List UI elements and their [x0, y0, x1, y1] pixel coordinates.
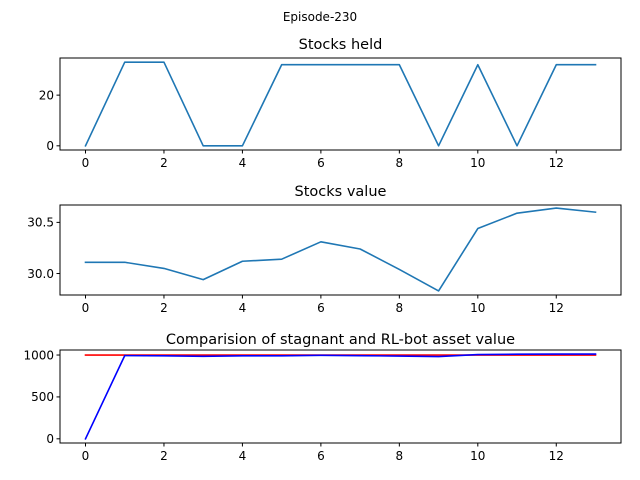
x-tick-label-stocks-held: 12	[549, 156, 564, 170]
axes-stocks-value: Stocks value 0 2 4 6 8 10 12 30.0 30.5	[27, 184, 622, 315]
x-tick-label-stocks-held: 2	[160, 156, 168, 170]
axes-title-stocks-value: Stocks value	[295, 184, 387, 200]
y-tick-label-asset-comparison: 1000	[23, 348, 54, 362]
series-line-stocks-held-0	[84, 61, 597, 147]
x-tick-label-stocks-held: 0	[82, 156, 90, 170]
y-tick-label-asset-comparison: 0	[46, 432, 54, 446]
x-tick-label-stocks-held: 10	[470, 156, 485, 170]
x-tick-label-stocks-held: 8	[396, 156, 404, 170]
axes-asset-comparison: Comparision of stagnant and RL-bot asset…	[23, 332, 622, 463]
y-tick-label-asset-comparison: 500	[31, 390, 54, 404]
x-tick-label-stocks-value: 12	[549, 301, 564, 315]
y-tick-label-stocks-value: 30.5	[27, 216, 54, 230]
x-tick-label-asset-comparison: 12	[549, 449, 564, 463]
series-line-stocks-value-0	[84, 207, 597, 292]
x-tick-label-asset-comparison: 10	[470, 449, 485, 463]
y-tick-label-stocks-held: 20	[39, 88, 54, 102]
figure-suptitle: Episode-230	[283, 10, 357, 24]
axes-stocks-held: Stocks held 0 2 4 6 8 10 12 0 20	[39, 37, 622, 170]
series-line-asset-comparison-1	[84, 353, 597, 440]
x-tick-label-asset-comparison: 8	[396, 449, 404, 463]
x-tick-label-stocks-value: 8	[396, 301, 404, 315]
x-tick-label-stocks-value: 0	[82, 301, 90, 315]
x-tick-label-stocks-value: 4	[239, 301, 247, 315]
x-tick-label-stocks-value: 10	[470, 301, 485, 315]
axes-title-stocks-held: Stocks held	[299, 37, 383, 53]
x-tick-label-asset-comparison: 0	[82, 449, 90, 463]
axes-frame-stocks-held	[59, 57, 622, 151]
x-tick-label-stocks-value: 2	[160, 301, 168, 315]
x-tick-label-asset-comparison: 4	[239, 449, 247, 463]
y-tick-label-stocks-held: 0	[46, 139, 54, 153]
y-tick-label-stocks-value: 30.0	[27, 267, 54, 281]
x-tick-label-asset-comparison: 6	[317, 449, 325, 463]
x-tick-label-stocks-value: 6	[317, 301, 325, 315]
x-tick-label-stocks-held: 6	[317, 156, 325, 170]
axes-frame-stocks-value	[59, 204, 622, 296]
x-tick-label-stocks-held: 4	[239, 156, 247, 170]
axes-title-asset-comparison: Comparision of stagnant and RL-bot asset…	[166, 332, 515, 348]
x-tick-label-asset-comparison: 2	[160, 449, 168, 463]
